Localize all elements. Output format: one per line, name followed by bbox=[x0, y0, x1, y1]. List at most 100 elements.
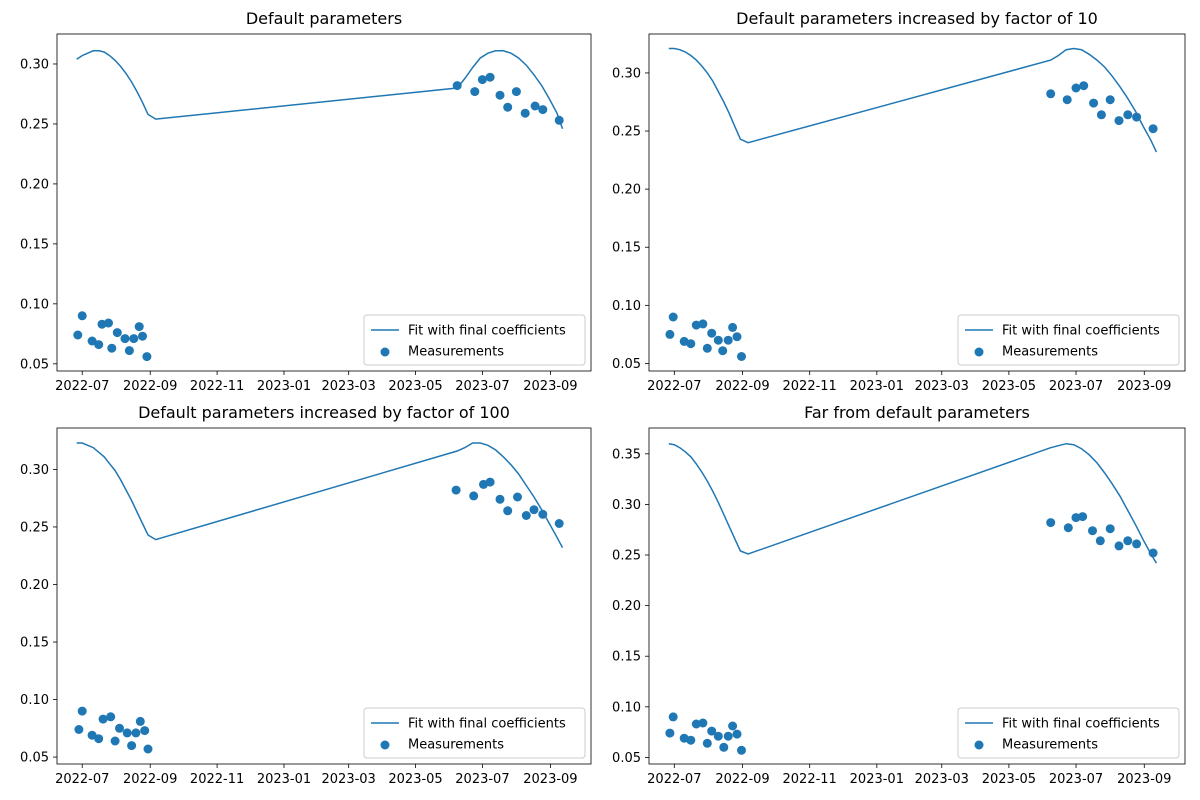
measurement-point bbox=[1071, 83, 1081, 93]
measurement-point bbox=[470, 87, 480, 97]
measurement-point bbox=[87, 730, 97, 740]
measurement-point bbox=[665, 728, 675, 738]
legend-label: Fit with final coefficients bbox=[408, 324, 566, 339]
y-tick-label: 0.35 bbox=[612, 447, 641, 462]
y-tick-label: 0.20 bbox=[612, 599, 641, 614]
measurement-point bbox=[503, 102, 513, 112]
measurement-point bbox=[503, 506, 513, 516]
measurement-point bbox=[732, 332, 742, 342]
y-tick-label: 0.05 bbox=[612, 357, 641, 372]
legend-marker-swatch bbox=[380, 740, 390, 750]
x-tick-label: 2023-01 bbox=[850, 772, 904, 787]
x-tick-label: 2023-03 bbox=[322, 772, 376, 787]
x-tick-label: 2022-07 bbox=[647, 772, 701, 787]
y-tick-label: 0.05 bbox=[20, 357, 49, 372]
measurement-point bbox=[107, 343, 117, 353]
measurement-point bbox=[94, 340, 104, 350]
x-tick-label: 2022-11 bbox=[783, 772, 837, 787]
measurement-point bbox=[73, 330, 83, 340]
measurement-point bbox=[530, 101, 540, 111]
y-tick-label: 0.05 bbox=[612, 751, 641, 766]
measurement-point bbox=[723, 335, 733, 345]
measurement-point bbox=[143, 744, 153, 754]
measurement-point bbox=[1046, 518, 1056, 528]
measurement-point bbox=[665, 329, 675, 339]
y-tick-label: 0.25 bbox=[612, 549, 641, 564]
x-tick-label: 2023-07 bbox=[1049, 772, 1103, 787]
measurement-point bbox=[77, 706, 87, 716]
legend-label: Measurements bbox=[1002, 345, 1098, 360]
measurement-point bbox=[495, 494, 505, 504]
y-tick-label: 0.15 bbox=[20, 636, 49, 651]
measurement-point bbox=[698, 718, 708, 728]
measurement-point bbox=[1148, 124, 1158, 134]
chart-panel-2: Default parameters increased by factor o… bbox=[589, 0, 1200, 403]
legend-label: Fit with final coefficients bbox=[1002, 717, 1160, 732]
legend-label: Fit with final coefficients bbox=[1002, 324, 1160, 339]
measurement-point bbox=[134, 322, 144, 332]
x-tick-label: 2023-09 bbox=[523, 772, 577, 787]
measurement-point bbox=[1063, 523, 1073, 533]
measurement-point bbox=[668, 712, 678, 722]
legend-box bbox=[957, 707, 1180, 759]
measurement-point bbox=[94, 734, 104, 744]
fit-line bbox=[668, 47, 1158, 153]
measurement-point bbox=[124, 346, 134, 356]
measurement-point bbox=[702, 738, 712, 748]
x-tick-label: 2023-07 bbox=[1049, 379, 1103, 394]
legend-label: Measurements bbox=[408, 738, 504, 753]
measurement-point bbox=[135, 716, 145, 726]
measurement-point bbox=[77, 311, 87, 321]
y-tick-label: 0.05 bbox=[20, 751, 49, 766]
x-tick-label: 2023-07 bbox=[455, 379, 509, 394]
measurement-point bbox=[1114, 541, 1124, 551]
measurement-point bbox=[110, 736, 120, 746]
measurement-point bbox=[538, 509, 548, 519]
measurement-point bbox=[477, 75, 487, 85]
measurement-point bbox=[513, 492, 522, 502]
y-tick-label: 0.25 bbox=[20, 520, 49, 535]
measurement-point bbox=[686, 735, 696, 745]
x-tick-label: 2023-01 bbox=[850, 379, 904, 394]
x-tick-label: 2022-07 bbox=[647, 379, 701, 394]
measurement-point bbox=[122, 728, 132, 738]
y-tick-label: 0.20 bbox=[20, 578, 49, 593]
measurement-point bbox=[713, 335, 723, 345]
measurement-point bbox=[686, 339, 696, 349]
legend: Fit with final coefficients Measurements bbox=[957, 314, 1180, 366]
legend-box bbox=[363, 707, 586, 759]
x-tick-label: 2023-07 bbox=[455, 772, 509, 787]
y-tick-label: 0.15 bbox=[20, 237, 49, 252]
measurement-point bbox=[1105, 524, 1115, 534]
y-tick-label: 0.20 bbox=[612, 183, 641, 198]
measurement-point bbox=[520, 108, 530, 118]
measurement-point bbox=[140, 726, 150, 736]
x-tick-label: 2023-03 bbox=[915, 379, 969, 394]
x-tick-label: 2023-09 bbox=[1117, 772, 1171, 787]
legend-box bbox=[363, 314, 586, 366]
legend-label: Fit with final coefficients bbox=[408, 717, 566, 732]
y-tick-label: 0.25 bbox=[612, 125, 641, 140]
chart-panel-4: Far from default parameters 0.05 0.10 0.15 0… bbox=[589, 394, 1200, 796]
measurement-point bbox=[1088, 526, 1097, 536]
chart-panel-3: Default parameters increased by factor o… bbox=[0, 394, 611, 796]
x-tick-label: 2023-05 bbox=[388, 379, 442, 394]
chart-svg: Far from default parameters 0.05 0.10 0.15 0… bbox=[612, 403, 1186, 787]
legend: Fit with final coefficients Measurements bbox=[363, 314, 586, 366]
measurement-point bbox=[719, 742, 729, 752]
measurement-point bbox=[732, 729, 742, 739]
chart-panel-1: Default parameters 0.05 0.10 0.15 0.20 0.25 0.… bbox=[0, 0, 611, 403]
chart-title: Far from default parameters bbox=[804, 403, 1030, 422]
x-tick-label: 2023-01 bbox=[257, 772, 311, 787]
measurement-point bbox=[538, 105, 548, 115]
measurement-point bbox=[104, 318, 113, 328]
measurement-point bbox=[737, 352, 746, 361]
measurement-point bbox=[1132, 539, 1142, 549]
measurement-point bbox=[1071, 513, 1081, 523]
legend-marker-swatch bbox=[974, 347, 984, 357]
fit-line bbox=[76, 50, 564, 129]
x-tick-label: 2023-01 bbox=[257, 379, 311, 394]
chart-svg: Default parameters 0.05 0.10 0.15 0.20 0.25 0.… bbox=[20, 9, 592, 394]
legend-label: Measurements bbox=[1002, 738, 1098, 753]
